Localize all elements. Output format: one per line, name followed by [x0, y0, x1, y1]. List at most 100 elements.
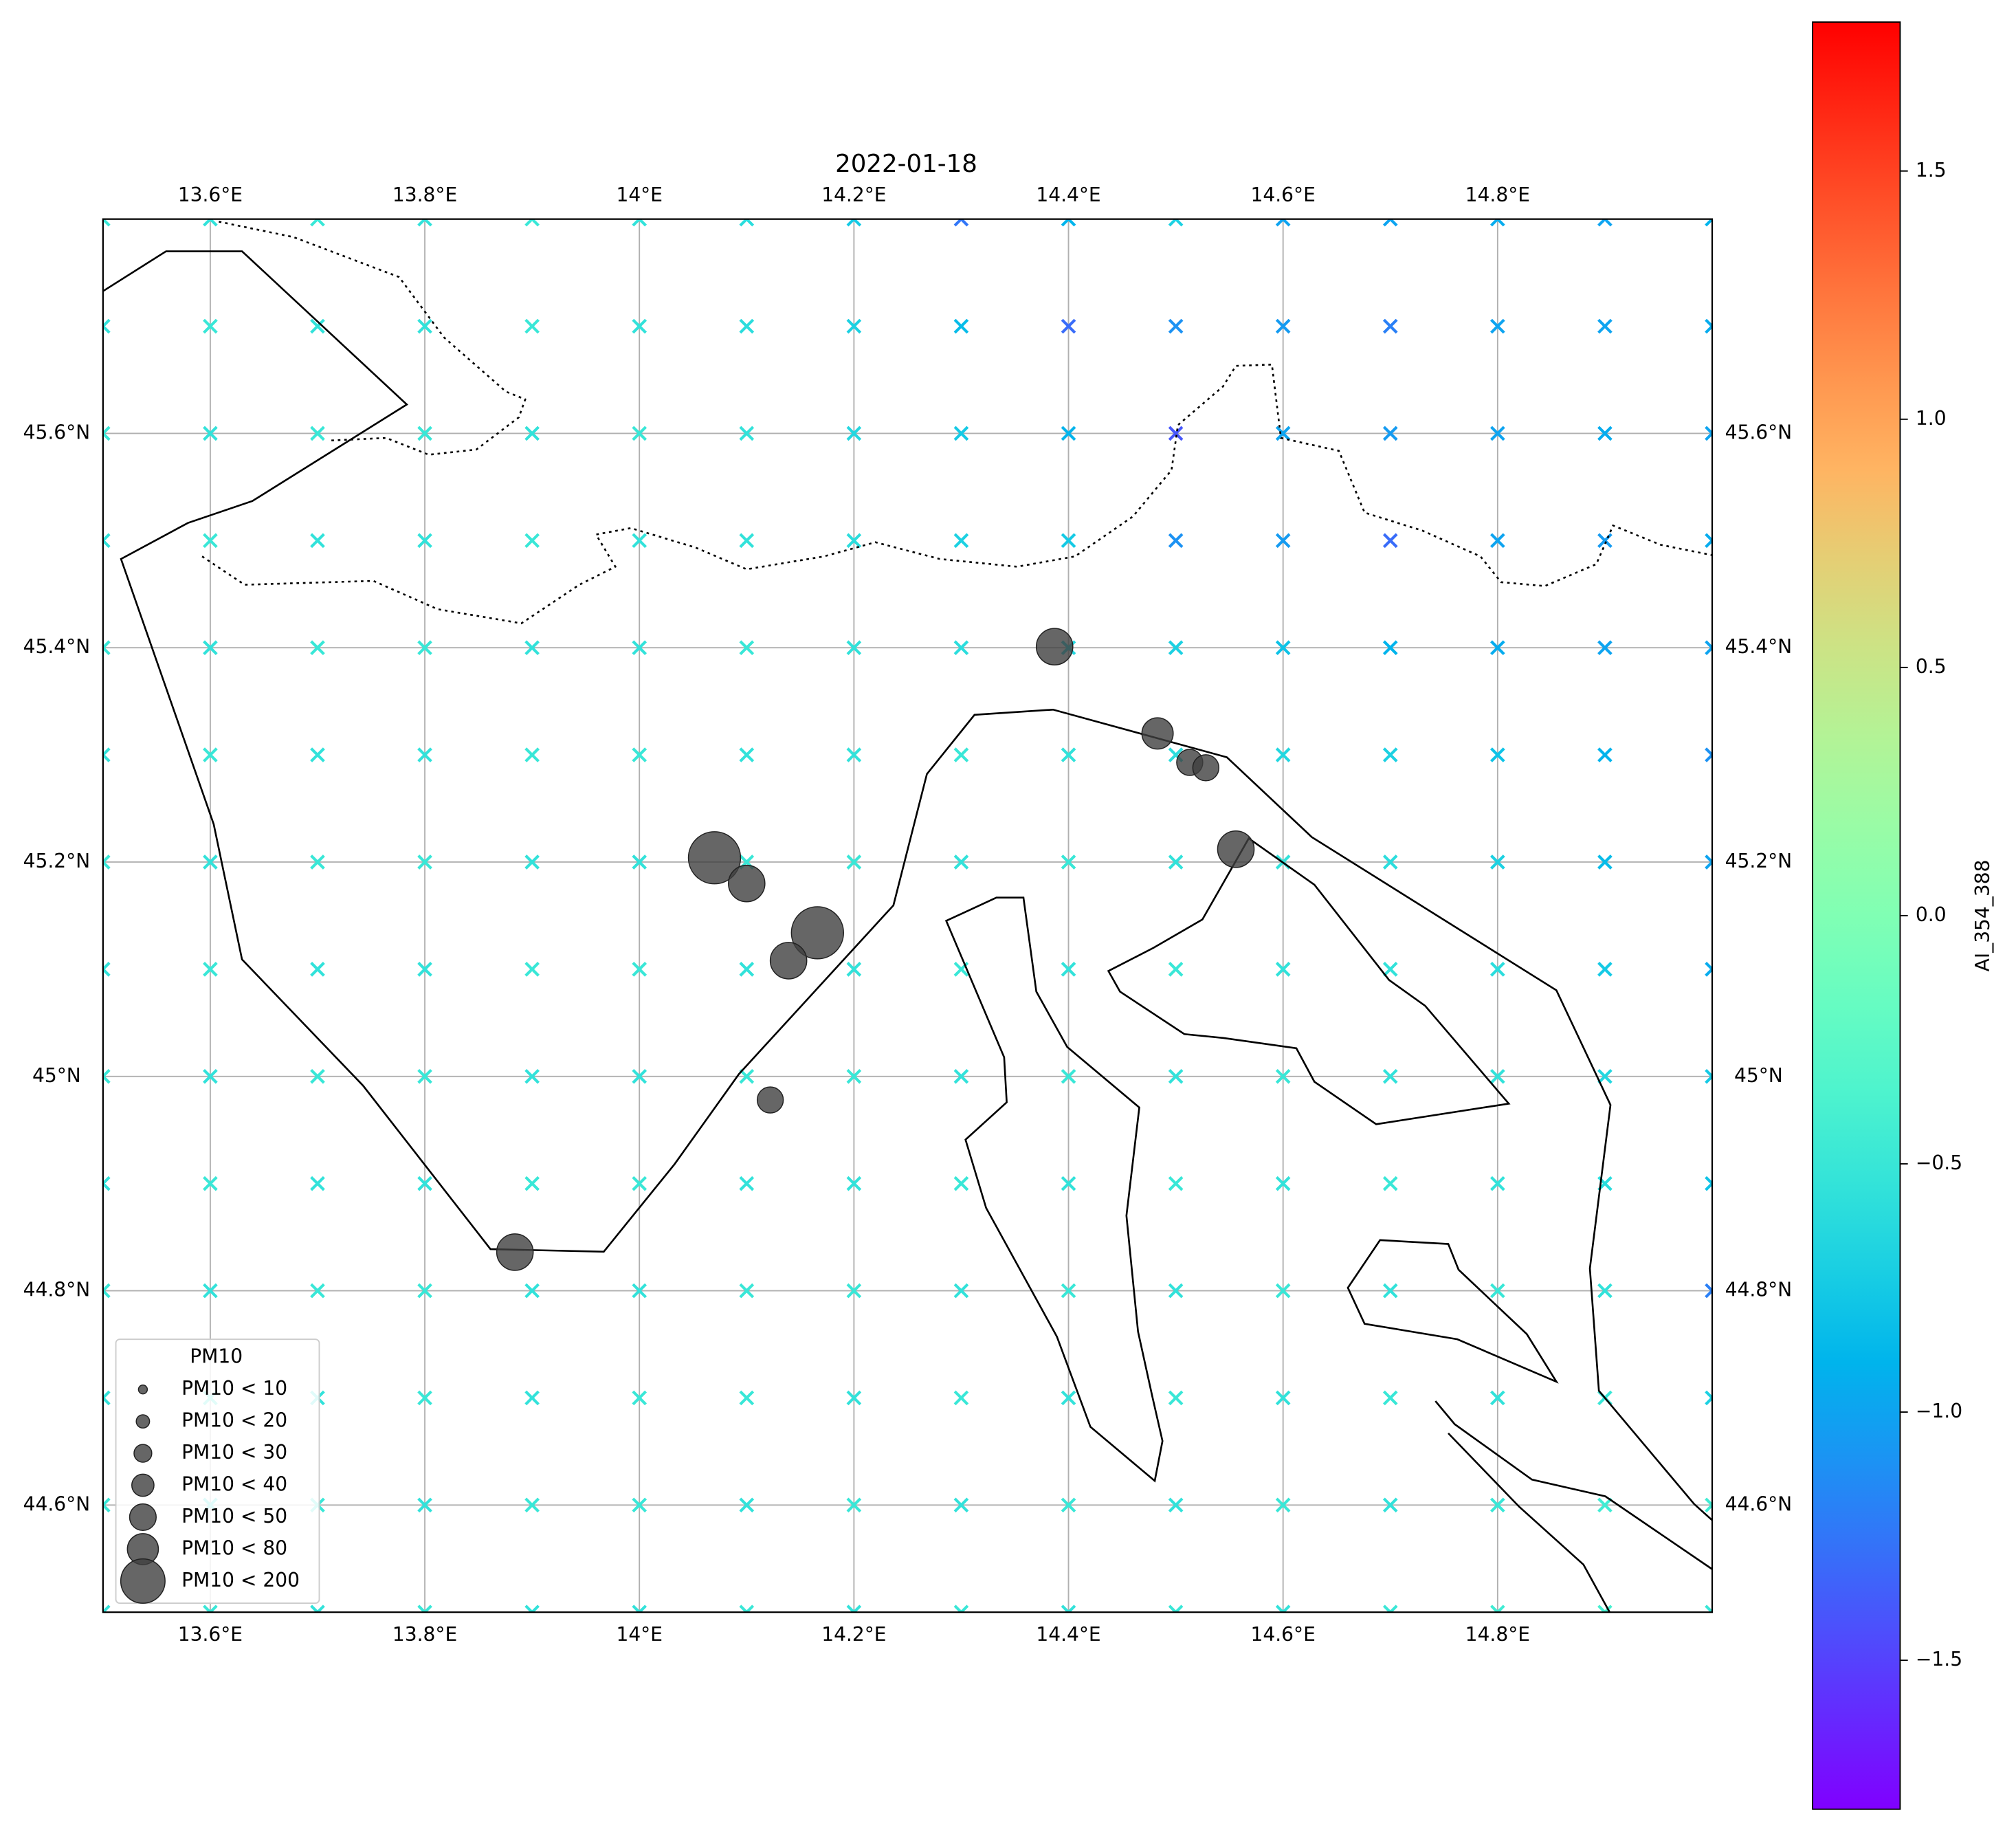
ai-marker — [310, 318, 325, 334]
legend-marker — [129, 1503, 157, 1532]
ai-marker — [102, 219, 111, 227]
ai-marker — [310, 1605, 325, 1613]
ai-marker — [1705, 855, 1712, 870]
ai-marker — [203, 747, 218, 762]
ai-marker — [1705, 1176, 1712, 1191]
ai-marker — [1490, 219, 1505, 227]
ai-marker — [1597, 426, 1613, 441]
ai-marker — [1061, 533, 1076, 549]
ai-marker — [1597, 1605, 1613, 1613]
ai-marker — [1705, 747, 1712, 762]
legend-box — [115, 1338, 320, 1605]
ai-marker — [1382, 1497, 1398, 1513]
ai-marker — [524, 1497, 540, 1513]
border — [201, 363, 1712, 625]
ai-marker — [739, 1176, 755, 1191]
ai-marker — [953, 1390, 969, 1406]
ai-marker — [102, 962, 111, 977]
ai-marker — [203, 640, 218, 656]
ai-marker — [102, 1283, 111, 1299]
colorbar: AI_354_388 −1.5 −1.0 −0.5 0.0 0.5 1.0 1.5 — [1812, 21, 1994, 1810]
island — [1435, 1400, 1712, 1613]
ai-marker — [1061, 1068, 1076, 1084]
legend: PM10 PM10 < 10 PM10 < 20 PM10 < 30 PM10 < 4… — [115, 1338, 320, 1605]
ai-marker — [524, 318, 540, 334]
ai-marker — [846, 855, 862, 870]
ai-marker — [1490, 533, 1505, 549]
ai-marker — [632, 219, 647, 227]
ai-marker — [846, 426, 862, 441]
ai-marker — [1490, 1497, 1505, 1513]
pm10-point — [1192, 754, 1220, 782]
legend-label: PM10 < 30 — [181, 1441, 287, 1464]
ai-marker — [524, 1176, 540, 1191]
ai-marker — [310, 747, 325, 762]
ai-marker — [953, 1283, 969, 1299]
ai-marker — [1382, 855, 1398, 870]
y-tick-label: 45°N — [1734, 1064, 1783, 1087]
ai-marker — [102, 1497, 111, 1513]
ai-marker — [1705, 1605, 1712, 1613]
ai-marker — [1275, 1497, 1291, 1513]
ai-marker — [1168, 1068, 1184, 1084]
ai-marker — [524, 1605, 540, 1613]
y-tick-label: 45°N — [32, 1064, 81, 1087]
y-tick-label: 45.2°N — [1725, 850, 1793, 872]
ai-marker — [310, 219, 325, 227]
ai-marker — [1490, 318, 1505, 334]
border — [219, 221, 527, 456]
x-tick-label: 13.6°E — [178, 184, 243, 206]
ai-marker — [846, 640, 862, 656]
pm10-point — [1141, 717, 1174, 750]
colorbar-tick-label: −1.0 — [1916, 1400, 1962, 1422]
ai-marker — [846, 962, 862, 977]
ai-marker — [102, 1068, 111, 1084]
ai-marker — [632, 1605, 647, 1613]
ai-marker — [953, 855, 969, 870]
ai-marker — [417, 747, 432, 762]
pm10-point — [769, 942, 808, 980]
ai-marker — [310, 640, 325, 656]
ai-marker — [524, 1283, 540, 1299]
ai-marker — [632, 1283, 647, 1299]
ai-marker — [417, 1283, 432, 1299]
ai-marker — [953, 1497, 969, 1513]
ai-marker — [953, 1176, 969, 1191]
ai-marker — [1061, 1176, 1076, 1191]
ai-marker — [739, 640, 755, 656]
legend-marker — [131, 1473, 155, 1497]
y-tick-label: 45.4°N — [23, 635, 91, 658]
ai-marker — [1061, 219, 1076, 227]
ai-marker — [846, 1176, 862, 1191]
ai-marker — [1382, 747, 1398, 762]
ai-marker — [203, 318, 218, 334]
ai-marker — [1597, 1068, 1613, 1084]
ai-marker — [632, 962, 647, 977]
ai-marker — [1705, 1497, 1712, 1513]
coastlines — [102, 221, 1712, 1613]
x-tick-label: 13.8°E — [392, 184, 457, 206]
pm10-point — [496, 1233, 534, 1271]
ai-marker — [417, 855, 432, 870]
ai-marker — [953, 318, 969, 334]
ai-marker — [1382, 426, 1398, 441]
ai-marker — [1382, 1283, 1398, 1299]
ai-marker — [1061, 1605, 1076, 1613]
ai-marker — [1382, 318, 1398, 334]
ai-marker — [1061, 1390, 1076, 1406]
ai-marker — [739, 1497, 755, 1513]
ai-marker — [1490, 962, 1505, 977]
ai-marker — [1705, 318, 1712, 334]
ai-marker — [1705, 533, 1712, 549]
coastline — [102, 250, 1712, 1522]
ai-marker — [846, 1283, 862, 1299]
ai-marker — [1490, 747, 1505, 762]
ai-marker — [632, 533, 647, 549]
ai-marker — [1705, 219, 1712, 227]
ai-marker — [102, 1390, 111, 1406]
legend-title: PM10 — [190, 1345, 243, 1367]
ai-marker — [1168, 640, 1184, 656]
x-tick-label: 14.4°E — [1036, 184, 1100, 206]
y-tick-label: 44.6°N — [1725, 1492, 1793, 1515]
ai-marker — [102, 533, 111, 549]
